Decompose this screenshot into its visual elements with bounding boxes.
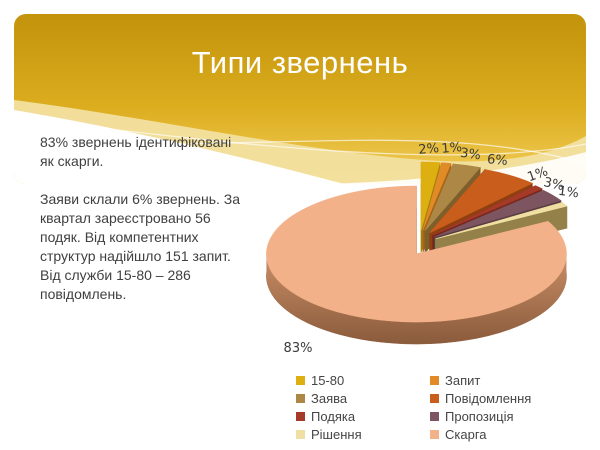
pie-slice-Подяка xyxy=(432,185,543,236)
slide-header: Типи звернень xyxy=(14,14,586,184)
pie-slice-wall-Пропозиція xyxy=(433,200,562,260)
header-white-wave xyxy=(14,110,344,184)
pie-slice-wall-Подяка xyxy=(432,188,543,258)
pie-slice-wall-Рішення xyxy=(435,202,563,262)
pie-slice-wall-Пропозиція xyxy=(433,189,544,260)
legend-label: Повідомлення xyxy=(445,390,532,406)
legend-label: 15-80 xyxy=(311,372,345,388)
legend-swatch xyxy=(430,393,439,403)
legend-item-Скарга: Скарга xyxy=(430,427,590,442)
pie-slice-bottom-Запит xyxy=(422,184,452,253)
chart-legend: 15-80 Запит Заява Повідомлення Подяка Пропози… xyxy=(296,371,590,443)
legend-item-Заява: Заява xyxy=(296,391,430,406)
legend-label: Рішення xyxy=(311,426,362,442)
pie-slice-Пропозиція xyxy=(434,190,562,238)
legend-item-Повідомлення: Повідомлення xyxy=(430,391,590,406)
legend-swatch xyxy=(430,375,439,385)
legend-item-15-80: 15-80 xyxy=(296,373,430,388)
legend-swatch xyxy=(430,411,439,421)
legend-swatch xyxy=(296,375,305,385)
pie-slice-bottom-Подяка xyxy=(432,207,543,258)
slide-title: Типи звернень xyxy=(191,45,409,80)
pie-slice-rim-Скарга xyxy=(266,254,567,345)
legend-label: Заява xyxy=(311,390,348,406)
legend-item-Пропозиція: Пропозиція xyxy=(430,409,590,424)
pie-slice-wall-Подяка xyxy=(432,185,536,258)
pie-slice-Рішення xyxy=(435,202,568,240)
pie-slice-wall-Скарга xyxy=(416,220,549,277)
pie-slice-bottom-Рішення xyxy=(435,224,568,262)
legend-label: Скарга xyxy=(445,426,487,442)
pie-slice-bottom-Заява xyxy=(424,185,481,253)
pie-slice-bottom-Повідомлення xyxy=(429,191,534,256)
pie-slice-Скарга xyxy=(266,185,567,323)
pie-slice-wall-Рішення xyxy=(435,205,568,262)
pie-slice-bottom-Пропозиція xyxy=(434,212,562,260)
body-paragraph: Заяви склали 6% звернень. За квартал зар… xyxy=(40,191,241,302)
body-text-block: 83% звернень ідентифіковані як скарги. З… xyxy=(40,133,248,323)
pie-slice-bottom-15-80 xyxy=(420,183,441,253)
pie-slice-wall-Повідомлення xyxy=(429,182,533,256)
legend-swatch xyxy=(296,393,305,403)
legend-label: Запит xyxy=(445,372,481,388)
legend-item-Подяка: Подяка xyxy=(296,409,430,424)
legend-item-Запит: Запит xyxy=(430,373,590,388)
pie-label-Скарга: 83% xyxy=(284,341,313,356)
legend-label: Подяка xyxy=(311,408,356,424)
legend-label: Пропозиція xyxy=(445,408,514,424)
header-background xyxy=(14,14,586,184)
legend-swatch xyxy=(296,429,305,439)
pie-slice-bottom-Скарга xyxy=(266,207,567,345)
pie-label-Рішення: 1% xyxy=(557,184,580,202)
legend-swatch xyxy=(296,411,305,421)
legend-item-Рішення: Рішення xyxy=(296,427,430,442)
body-paragraph: 83% звернень ідентифіковані як скарги. xyxy=(40,134,232,169)
legend-swatch xyxy=(430,429,439,439)
